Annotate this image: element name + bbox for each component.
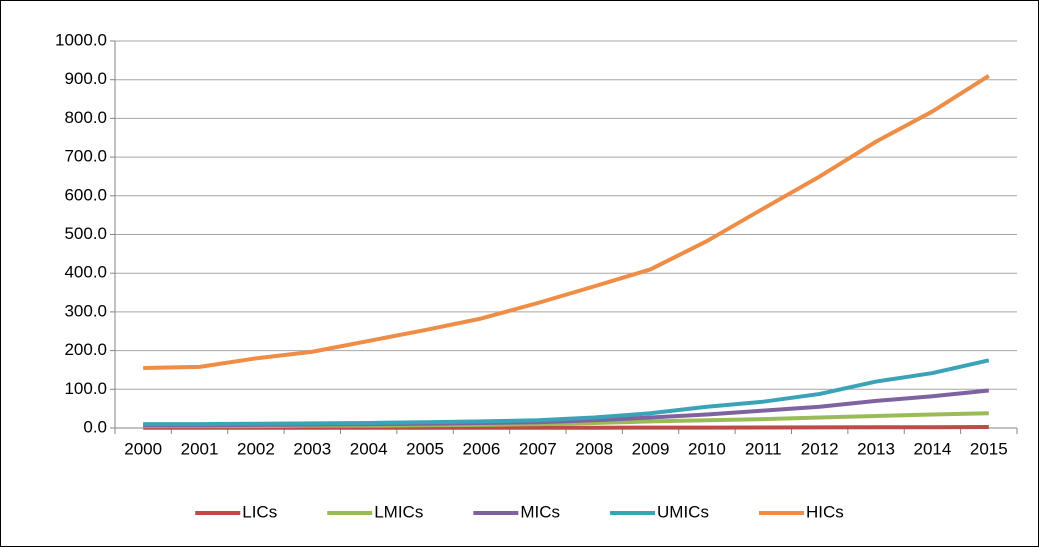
series-line <box>143 358 990 427</box>
x-tick-label: 2010 <box>688 439 726 458</box>
legend-label: LMICs <box>374 502 423 521</box>
y-tick-label: 500.0 <box>64 224 107 243</box>
y-tick-label: 300.0 <box>64 301 107 320</box>
legend-label: HICs <box>806 502 844 521</box>
x-tick-label: 2011 <box>745 439 782 458</box>
y-tick-label: 900.0 <box>64 69 107 88</box>
legend-label: UMICs <box>657 502 709 521</box>
x-tick-label: 2000 <box>124 439 162 458</box>
x-tick-label: 2015 <box>970 439 1008 458</box>
legend-label: LICs <box>242 502 277 521</box>
x-tick-label: 2012 <box>801 439 839 458</box>
y-tick-label: 100.0 <box>64 379 107 398</box>
legend-label: MICs <box>520 502 560 521</box>
x-tick-label: 2003 <box>293 439 331 458</box>
y-tick-label: 700.0 <box>64 147 107 166</box>
x-tick-label: 2006 <box>463 439 501 458</box>
x-tick-label: 2008 <box>575 439 613 458</box>
x-tick-label: 2001 <box>181 439 219 458</box>
series-line <box>143 74 990 371</box>
y-tick-label: 600.0 <box>64 185 107 204</box>
y-tick-label: 0.0 <box>83 417 107 436</box>
x-tick-label: 2009 <box>632 439 670 458</box>
x-tick-label: 2004 <box>350 439 388 458</box>
y-tick-label: 800.0 <box>64 108 107 127</box>
y-tick-label: 200.0 <box>64 340 107 359</box>
y-tick-label: 1000.0 <box>55 30 107 49</box>
x-tick-label: 2007 <box>519 439 557 458</box>
x-tick-label: 2002 <box>237 439 275 458</box>
x-tick-label: 2005 <box>406 439 444 458</box>
x-tick-label: 2013 <box>857 439 895 458</box>
x-tick-label: 2014 <box>914 439 952 458</box>
y-tick-label: 400.0 <box>64 263 107 282</box>
